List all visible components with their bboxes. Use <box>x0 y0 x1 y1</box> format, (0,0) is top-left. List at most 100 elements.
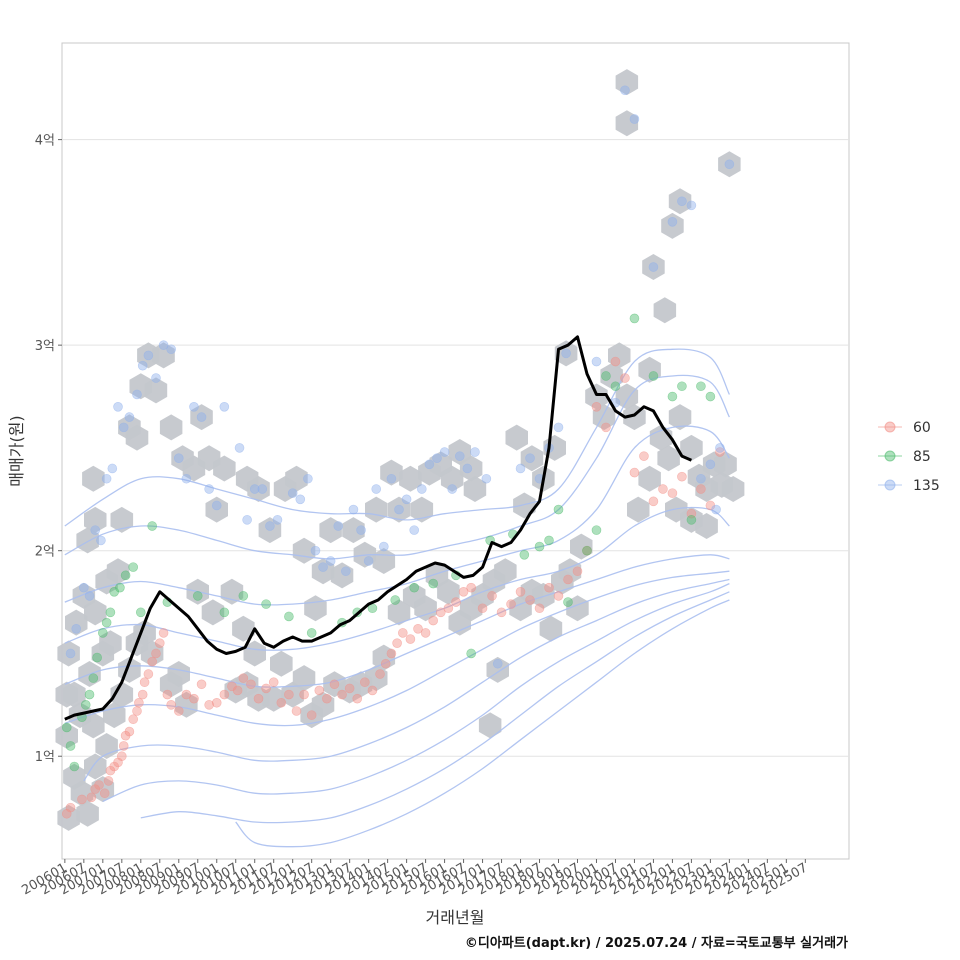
point-85 <box>686 515 697 525</box>
point-60 <box>196 679 207 690</box>
point-60 <box>181 689 192 700</box>
density-contour <box>83 578 730 782</box>
hexbin-cell <box>205 496 228 523</box>
point-60 <box>322 693 332 704</box>
hexbin-cell <box>505 424 528 451</box>
point-60 <box>189 693 199 704</box>
point-85 <box>65 741 76 751</box>
point-135 <box>553 422 564 433</box>
point-60 <box>715 447 725 457</box>
point-60 <box>620 373 630 383</box>
point-135 <box>166 344 176 355</box>
point-60 <box>261 683 271 694</box>
hexbin-cell <box>714 451 737 478</box>
point-135 <box>189 402 199 412</box>
point-60 <box>284 689 294 700</box>
point-85 <box>135 607 146 618</box>
point-85 <box>390 595 401 605</box>
hexbin-cell <box>159 414 183 441</box>
hexbin-cell <box>615 110 639 137</box>
hexbin-cell <box>63 763 86 790</box>
source-caption: ©디아파트(dapt.kr) / 2025.07.24 / 자료=국토교통부 실… <box>465 935 848 951</box>
point-60 <box>629 467 640 478</box>
hexbin-cell <box>232 615 255 642</box>
hexbin-cell <box>718 151 741 178</box>
hexbin-cell <box>608 342 631 369</box>
hexbin-cell <box>247 476 270 502</box>
point-85 <box>219 607 230 618</box>
hexbin-cell <box>721 476 745 502</box>
point-60 <box>109 761 120 772</box>
hexbin-cell <box>661 212 684 239</box>
point-135 <box>242 515 252 525</box>
point-85 <box>677 381 687 392</box>
contour-layer <box>64 348 730 848</box>
point-85 <box>84 689 95 700</box>
y-axis-title: 매매가(원) <box>7 415 26 486</box>
hexbin-cell <box>440 465 464 492</box>
point-60 <box>534 603 545 614</box>
y-tick-label: 4억 <box>35 134 55 149</box>
point-85 <box>105 607 116 618</box>
density-contour <box>64 570 730 727</box>
point-85 <box>238 591 249 601</box>
point-85 <box>466 648 476 659</box>
point-85 <box>147 521 157 531</box>
point-60 <box>65 802 76 813</box>
point-135 <box>677 196 687 207</box>
hexbin-cell <box>380 459 403 486</box>
point-60 <box>352 693 363 704</box>
point-135 <box>591 356 602 367</box>
point-60 <box>544 582 554 593</box>
point-135 <box>379 541 389 552</box>
point-135 <box>84 591 95 601</box>
point-60 <box>132 706 142 716</box>
point-135 <box>401 494 412 505</box>
point-60 <box>151 648 161 659</box>
hexbin-cell <box>615 69 639 96</box>
point-60 <box>443 603 454 614</box>
point-135 <box>363 556 374 566</box>
hexbin-cell <box>494 558 517 585</box>
hexbin-cell <box>463 476 487 502</box>
point-85 <box>519 549 530 560</box>
point-135 <box>124 412 135 422</box>
point-60 <box>162 689 173 700</box>
point-85 <box>128 562 139 572</box>
point-135 <box>711 504 721 515</box>
point-85 <box>696 381 706 392</box>
point-135 <box>151 373 161 383</box>
point-60 <box>120 730 131 741</box>
point-135 <box>234 443 245 453</box>
legend: 60 85 135 <box>878 420 940 494</box>
point-60 <box>344 683 355 694</box>
hexbin-cell <box>201 599 225 626</box>
hexbin-cell <box>82 465 105 492</box>
hexbin-cell <box>57 640 80 667</box>
point-60 <box>386 648 397 659</box>
point-85 <box>261 599 271 609</box>
point-60 <box>103 776 114 786</box>
point-60 <box>329 679 340 690</box>
hexbin-cell <box>414 595 437 622</box>
point-60 <box>232 685 243 696</box>
point-135 <box>132 389 142 400</box>
point-60 <box>487 591 497 601</box>
hexbin-cell <box>478 712 502 739</box>
point-60 <box>105 765 116 776</box>
hexbin-cell <box>110 681 134 708</box>
x-axis-title: 거래년월 <box>426 908 485 927</box>
point-135 <box>219 402 230 412</box>
point-85 <box>192 591 203 601</box>
hexbin-cell <box>106 558 130 585</box>
point-135 <box>118 422 129 433</box>
point-135 <box>107 463 118 474</box>
point-60 <box>648 496 659 507</box>
hexbin-cell <box>167 661 190 687</box>
point-85 <box>667 391 678 402</box>
point-135 <box>310 545 321 556</box>
point-60 <box>458 586 469 597</box>
point-135 <box>386 473 397 484</box>
point-60 <box>413 623 423 634</box>
